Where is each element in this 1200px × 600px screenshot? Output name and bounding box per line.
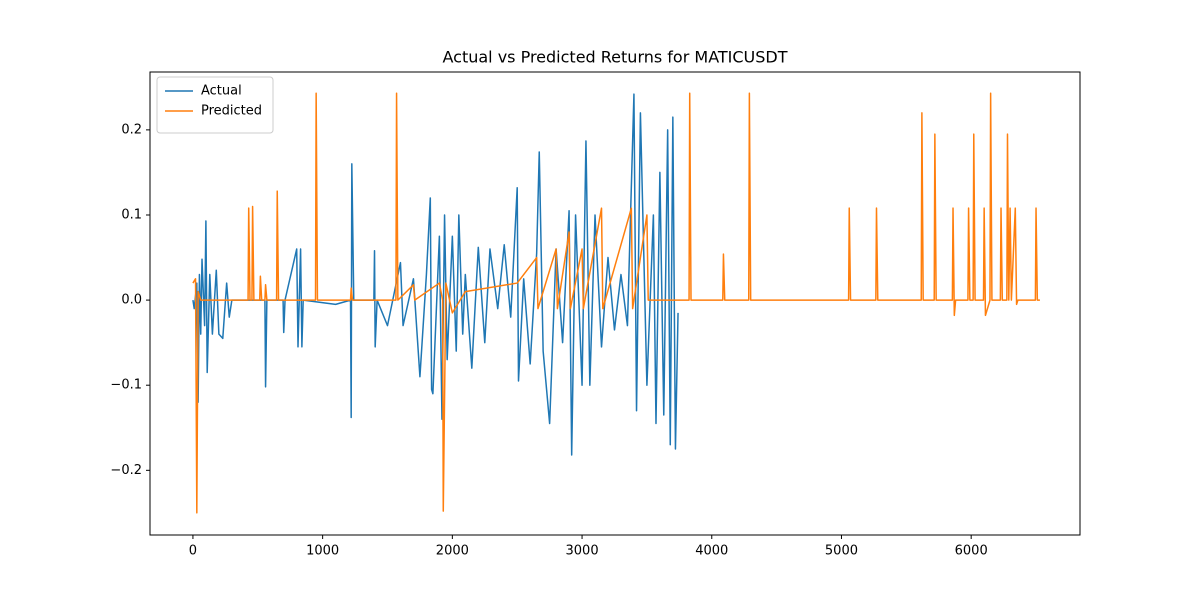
x-tick-label: 1000 xyxy=(306,544,339,559)
chart-title: Actual vs Predicted Returns for MATICUSD… xyxy=(442,48,787,67)
x-tick-label: 0 xyxy=(189,544,197,559)
x-tick-label: 4000 xyxy=(695,544,728,559)
x-tick-label: 6000 xyxy=(955,544,988,559)
y-tick-label: 0.0 xyxy=(121,293,142,308)
x-tick-label: 5000 xyxy=(825,544,858,559)
legend-label: Actual xyxy=(201,84,242,99)
x-tick-label: 2000 xyxy=(436,544,469,559)
series-line xyxy=(192,92,1040,514)
y-tick-label: −0.1 xyxy=(110,378,142,393)
legend-label: Predicted xyxy=(201,104,262,119)
y-tick-label: 0.2 xyxy=(121,122,142,137)
y-tick-label: −0.2 xyxy=(110,463,142,478)
y-tick-label: 0.1 xyxy=(121,207,142,222)
x-tick-label: 3000 xyxy=(566,544,599,559)
axes-frame xyxy=(149,71,1081,536)
